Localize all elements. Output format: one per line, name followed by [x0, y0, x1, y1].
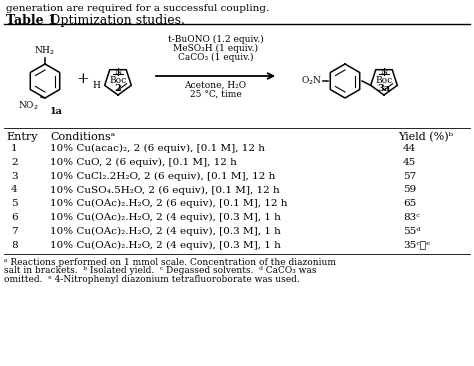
Text: 59: 59	[403, 186, 416, 194]
Text: CaCO₃ (1 equiv.): CaCO₃ (1 equiv.)	[178, 53, 253, 62]
Text: 6: 6	[11, 213, 18, 222]
Text: N: N	[114, 68, 122, 76]
Text: t-BuONO (1.2 equiv.): t-BuONO (1.2 equiv.)	[168, 35, 264, 44]
Text: O$_2$N: O$_2$N	[301, 75, 322, 87]
Text: 3: 3	[11, 172, 18, 180]
Text: 44: 44	[403, 144, 416, 153]
Text: 5: 5	[11, 199, 18, 208]
Text: Conditionsᵃ: Conditionsᵃ	[50, 132, 115, 142]
Text: Optimization studies.: Optimization studies.	[46, 14, 185, 27]
Text: 25 °C, time: 25 °C, time	[190, 90, 241, 99]
Text: Boc: Boc	[109, 76, 127, 85]
Text: NO$_2$: NO$_2$	[18, 99, 39, 112]
Text: 10% CuSO₄.5H₂O, 2 (6 equiv), [0.1 M], 12 h: 10% CuSO₄.5H₂O, 2 (6 equiv), [0.1 M], 12…	[50, 186, 280, 194]
Text: 57: 57	[403, 172, 416, 180]
Text: H: H	[93, 82, 101, 90]
Text: 2: 2	[11, 158, 18, 167]
Text: omitted.  ᵉ 4-Nitrophenyl diazonium tetrafluoroborate was used.: omitted. ᵉ 4-Nitrophenyl diazonium tetra…	[4, 274, 300, 284]
Text: generation are required for a successful coupling.: generation are required for a successful…	[6, 4, 269, 13]
Text: 10% Cu(OAc)₂.H₂O, 2 (4 equiv), [0.3 M], 1 h: 10% Cu(OAc)₂.H₂O, 2 (4 equiv), [0.3 M], …	[50, 227, 281, 236]
Text: MeSO₃H (1 equiv.): MeSO₃H (1 equiv.)	[173, 44, 258, 53]
Text: Acetone, H₂O: Acetone, H₂O	[184, 81, 246, 90]
Text: Boc: Boc	[375, 76, 392, 85]
Text: 2: 2	[115, 84, 121, 93]
Text: NH$_2$: NH$_2$	[35, 45, 55, 57]
Text: 35ᶜⰾᵉ: 35ᶜⰾᵉ	[403, 240, 430, 250]
Text: 83ᶜ: 83ᶜ	[403, 213, 420, 222]
Text: 3a: 3a	[377, 84, 391, 93]
Text: 65: 65	[403, 199, 416, 208]
Text: ᵃ Reactions performed on 1 mmol scale. Concentration of the diazonium: ᵃ Reactions performed on 1 mmol scale. C…	[4, 258, 336, 266]
Text: Yield (%)ᵇ: Yield (%)ᵇ	[398, 132, 453, 142]
Text: 45: 45	[403, 158, 416, 167]
Text: 7: 7	[11, 227, 18, 236]
Text: salt in brackets.  ᵇ Isolated yield.  ᶜ Degassed solvents.  ᵈ CaCO₃ was: salt in brackets. ᵇ Isolated yield. ᶜ De…	[4, 266, 317, 275]
Text: 10% Cu(OAc)₂.H₂O, 2 (4 equiv), [0.3 M], 1 h: 10% Cu(OAc)₂.H₂O, 2 (4 equiv), [0.3 M], …	[50, 240, 281, 250]
Text: 10% Cu(OAc)₂.H₂O, 2 (4 equiv), [0.3 M], 1 h: 10% Cu(OAc)₂.H₂O, 2 (4 equiv), [0.3 M], …	[50, 213, 281, 222]
Text: +: +	[77, 72, 90, 86]
Text: 55ᵈ: 55ᵈ	[403, 227, 420, 236]
Text: 10% Cu(OAc)₂.H₂O, 2 (6 equiv), [0.1 M], 12 h: 10% Cu(OAc)₂.H₂O, 2 (6 equiv), [0.1 M], …	[50, 199, 288, 208]
Text: 1a: 1a	[50, 107, 63, 116]
Text: 8: 8	[11, 240, 18, 250]
Text: 10% CuO, 2 (6 equiv), [0.1 M], 12 h: 10% CuO, 2 (6 equiv), [0.1 M], 12 h	[50, 158, 237, 167]
Text: Entry: Entry	[6, 132, 37, 142]
Text: 10% CuCl₂.2H₂O, 2 (6 equiv), [0.1 M], 12 h: 10% CuCl₂.2H₂O, 2 (6 equiv), [0.1 M], 12…	[50, 172, 275, 181]
Text: 1: 1	[11, 144, 18, 153]
Text: N: N	[380, 68, 388, 76]
Text: 4: 4	[11, 186, 18, 194]
Text: 10% Cu(acac)₂, 2 (6 equiv), [0.1 M], 12 h: 10% Cu(acac)₂, 2 (6 equiv), [0.1 M], 12 …	[50, 144, 265, 153]
Text: Table 1: Table 1	[6, 14, 57, 27]
